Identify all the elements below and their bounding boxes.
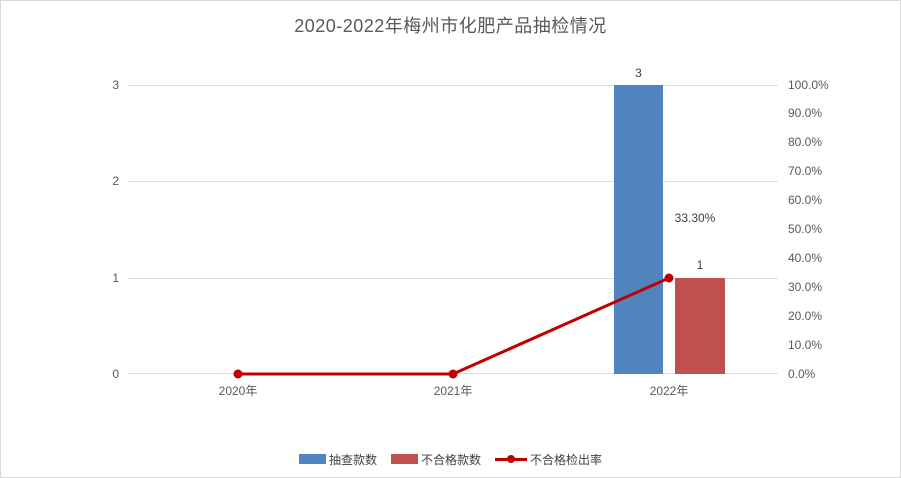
data-label-sampled-2022: 3 (635, 66, 642, 80)
legend-line-icon (495, 454, 527, 464)
chart-title: 2020-2022年梅州市化肥产品抽检情况 (294, 16, 607, 36)
right-axis-tick: 60.0% (788, 193, 823, 207)
data-label-rate-2022: 33.30% (674, 211, 716, 225)
rate-line (233, 273, 674, 379)
right-axis-tick: 20.0% (788, 309, 823, 323)
legend-label-rate: 不合格检出率 (530, 452, 603, 467)
legend-item-failed: 不合格款数 (390, 451, 481, 468)
right-axis-tick: 80.0% (788, 135, 823, 149)
left-axis-tick: 3 (112, 78, 119, 92)
right-axis-tick: 10.0% (788, 338, 823, 352)
left-axis-tick: 1 (112, 271, 119, 285)
legend-item-rate: 不合格检出率 (495, 451, 602, 468)
legend-swatch-failed (390, 454, 418, 464)
plot-area (128, 85, 778, 379)
right-axis-tick: 90.0% (788, 106, 823, 120)
bar-failed-2022 (675, 278, 725, 374)
legend: 抽查款数 不合格款数 不合格检出率 (1, 450, 900, 468)
x-axis-label: 2022年 (649, 384, 689, 398)
gridline (128, 278, 778, 279)
left-axis-tick: 2 (112, 174, 119, 188)
right-axis-tick: 0.0% (788, 367, 816, 381)
right-axis-tick: 100.0% (788, 78, 829, 92)
right-axis-tick: 30.0% (788, 280, 823, 294)
gridline (128, 85, 778, 86)
legend-label-sampled: 抽查款数 (328, 452, 377, 467)
rate-line-path (238, 276, 670, 376)
rate-marker-2021 (448, 369, 458, 379)
gridline (128, 181, 778, 182)
rate-marker-2020 (233, 369, 243, 379)
legend-swatch-sampled (298, 454, 326, 464)
left-axis-tick: 0 (112, 367, 119, 381)
rate-marker-2022 (664, 273, 674, 283)
legend-label-failed: 不合格款数 (420, 452, 481, 467)
bar-sampled-2022 (614, 85, 663, 374)
right-axis-tick: 50.0% (788, 222, 823, 236)
data-label-failed-2022: 1 (696, 258, 704, 272)
right-axis-tick: 40.0% (788, 251, 823, 265)
x-axis-label: 2021年 (433, 384, 473, 398)
right-axis-tick: 70.0% (788, 164, 823, 178)
legend-item-sampled: 抽查款数 (298, 451, 377, 468)
x-axis-label: 2020年 (218, 384, 258, 398)
